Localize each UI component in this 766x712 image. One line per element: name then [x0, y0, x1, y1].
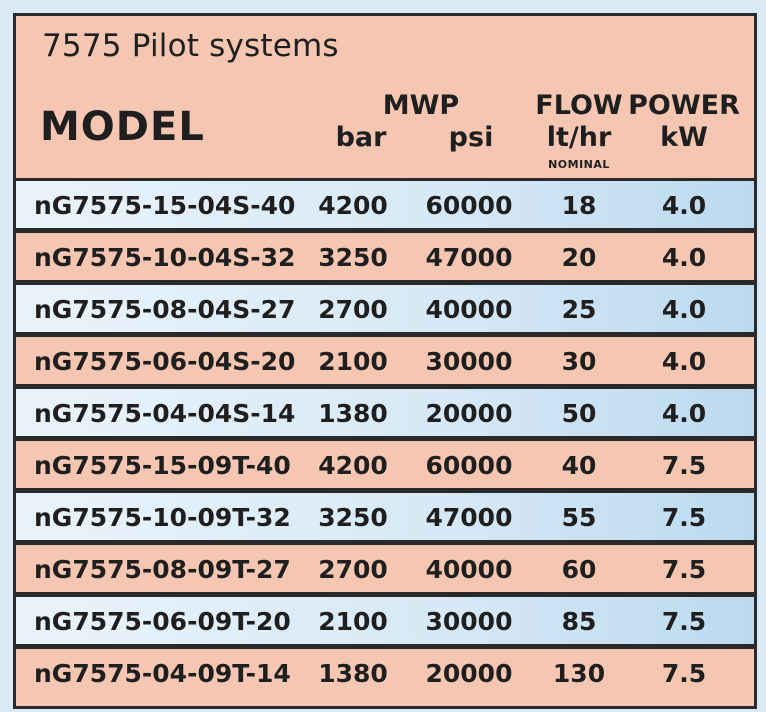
- flow-cell: 20: [561, 243, 597, 272]
- flow-unit-header: lt/hr: [546, 122, 612, 153]
- psi-cell: 20000: [425, 399, 513, 428]
- flow-cell: 60: [561, 555, 597, 584]
- power-unit-header: kW: [660, 122, 708, 153]
- power-cell: 4.0: [661, 191, 707, 220]
- table-row: nG7575-08-04S-27 2700 40000 25 4.0: [16, 285, 754, 337]
- power-cell: 7.5: [661, 451, 707, 480]
- power-cell: 4.0: [661, 347, 707, 376]
- model-cell: nG7575-10-04S-32: [34, 243, 296, 272]
- table-row: nG7575-04-09T-14 1380 20000 130 7.5: [16, 649, 754, 696]
- mwp-column-header: MWP: [382, 90, 460, 121]
- model-cell: nG7575-06-04S-20: [34, 347, 296, 376]
- psi-cell: 40000: [425, 555, 513, 584]
- model-cell: nG7575-04-04S-14: [34, 399, 296, 428]
- bar-cell: 1380: [318, 399, 388, 428]
- bar-cell: 1380: [318, 659, 388, 688]
- model-cell: nG7575-04-09T-14: [34, 659, 291, 688]
- power-cell: 7.5: [661, 503, 707, 532]
- flow-cell: 25: [561, 295, 597, 324]
- flow-cell: 40: [561, 451, 597, 480]
- psi-cell: 60000: [425, 191, 513, 220]
- table-row: nG7575-04-04S-14 1380 20000 50 4.0: [16, 389, 754, 441]
- bar-cell: 2100: [318, 607, 388, 636]
- table-row: nG7575-10-09T-32 3250 47000 55 7.5: [16, 493, 754, 545]
- power-cell: 4.0: [661, 243, 707, 272]
- table-row: nG7575-06-04S-20 2100 30000 30 4.0: [16, 337, 754, 389]
- model-column-header: MODEL: [40, 104, 205, 150]
- table-row: nG7575-08-09T-27 2700 40000 60 7.5: [16, 545, 754, 597]
- model-cell: nG7575-08-09T-27: [34, 555, 291, 584]
- flow-cell: 85: [561, 607, 597, 636]
- power-column-header: POWER: [628, 90, 740, 121]
- table-row: nG7575-15-04S-40 4200 60000 18 4.0: [16, 181, 754, 233]
- bar-cell: 2100: [318, 347, 388, 376]
- power-cell: 4.0: [661, 399, 707, 428]
- flow-cell: 130: [552, 659, 606, 688]
- flow-cell: 50: [561, 399, 597, 428]
- flow-cell: 30: [561, 347, 597, 376]
- power-cell: 7.5: [661, 659, 707, 688]
- table-row: nG7575-06-09T-20 2100 30000 85 7.5: [16, 597, 754, 649]
- psi-cell: 40000: [425, 295, 513, 324]
- power-cell: 7.5: [661, 607, 707, 636]
- table-row: nG7575-10-04S-32 3250 47000 20 4.0: [16, 233, 754, 285]
- flow-column-header: FLOW: [535, 90, 623, 121]
- psi-cell: 20000: [425, 659, 513, 688]
- bar-cell: 3250: [318, 243, 388, 272]
- psi-cell: 30000: [425, 347, 513, 376]
- model-cell: nG7575-15-09T-40: [34, 451, 291, 480]
- bar-cell: 3250: [318, 503, 388, 532]
- power-cell: 4.0: [661, 295, 707, 324]
- spec-table: 7575 Pilot systems MODEL MWP bar psi FLO…: [13, 13, 757, 709]
- psi-cell: 30000: [425, 607, 513, 636]
- model-cell: nG7575-15-04S-40: [34, 191, 296, 220]
- model-cell: nG7575-08-04S-27: [34, 295, 296, 324]
- psi-cell: 60000: [425, 451, 513, 480]
- table-title: 7575 Pilot systems: [42, 28, 339, 64]
- bar-cell: 4200: [318, 191, 388, 220]
- power-cell: 7.5: [661, 555, 707, 584]
- psi-cell: 47000: [425, 503, 513, 532]
- flow-cell: 55: [561, 503, 597, 532]
- psi-unit-header: psi: [448, 122, 494, 153]
- table-row: nG7575-15-09T-40 4200 60000 40 7.5: [16, 441, 754, 493]
- flow-nominal-note: NOMINAL: [548, 158, 610, 171]
- bar-cell: 2700: [318, 555, 388, 584]
- model-cell: nG7575-10-09T-32: [34, 503, 291, 532]
- model-cell: nG7575-06-09T-20: [34, 607, 291, 636]
- table-header: 7575 Pilot systems MODEL MWP bar psi FLO…: [16, 16, 754, 181]
- bar-cell: 2700: [318, 295, 388, 324]
- flow-cell: 18: [561, 191, 597, 220]
- table-body: nG7575-15-04S-40 4200 60000 18 4.0 nG7575-10-…: [16, 181, 754, 696]
- bar-unit-header: bar: [335, 122, 387, 153]
- psi-cell: 47000: [425, 243, 513, 272]
- bar-cell: 4200: [318, 451, 388, 480]
